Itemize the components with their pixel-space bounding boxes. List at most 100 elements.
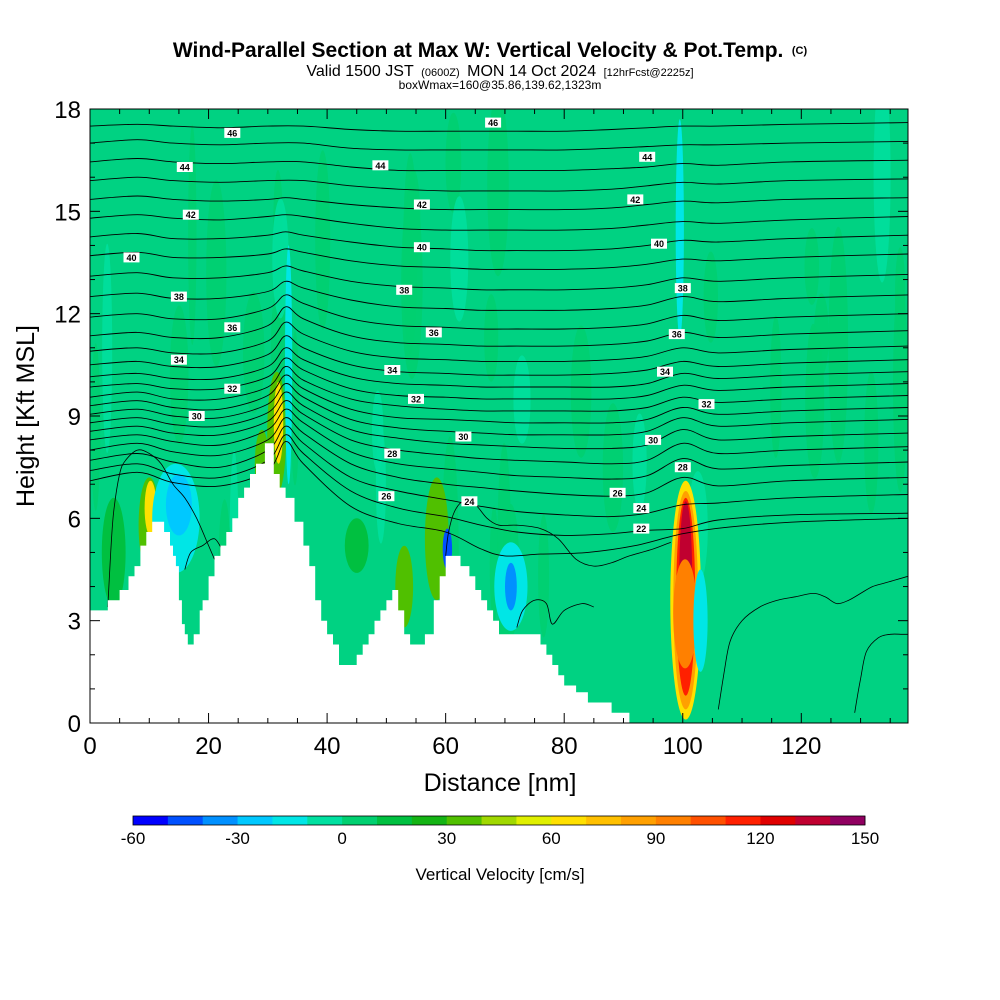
field-streak — [814, 293, 829, 376]
colorbar-label: Vertical Velocity [cm/s] — [415, 865, 584, 884]
svg-text:28: 28 — [678, 463, 688, 473]
contour-label: 24 — [633, 503, 650, 514]
isentrope — [90, 139, 908, 151]
contour-label: 32 — [408, 393, 424, 404]
terrain-profile — [90, 443, 908, 723]
plot-area: 46 46 44 44 44 42 42 42 40 40 40 38 38 38 36 36 36 34 34 34… — [90, 109, 908, 723]
isentrope — [90, 122, 908, 132]
svg-text:36: 36 — [429, 328, 439, 338]
velocity-feature — [101, 497, 126, 607]
colorbar-swatch — [760, 816, 796, 825]
velocity-feature — [285, 245, 293, 485]
colorbar-swatch — [621, 816, 657, 825]
x-tick-label: 0 — [83, 733, 96, 760]
field-streak — [538, 514, 550, 638]
isentrope — [90, 434, 908, 536]
y-tick-label: 15 — [54, 199, 81, 226]
velocity-contour — [107, 449, 215, 608]
svg-text:46: 46 — [227, 128, 237, 138]
svg-text:40: 40 — [126, 253, 136, 263]
contour-label: 40 — [651, 238, 667, 249]
field-streak — [770, 315, 782, 459]
field-streak — [873, 109, 891, 283]
colorbar-swatch — [411, 816, 448, 825]
colorbar-swatch — [516, 816, 552, 825]
colorbar-tick-label: -30 — [225, 829, 250, 848]
velocity-feature-layer — [101, 119, 708, 720]
colorbar-tick-label: 150 — [851, 829, 879, 848]
y-axis-label: Height [Kft MSL] — [12, 325, 40, 507]
colorbar-swatch — [481, 816, 517, 825]
contour-label: 32 — [698, 399, 715, 410]
field-streak — [188, 124, 197, 345]
isentrope — [90, 391, 908, 450]
contour-label: 40 — [123, 252, 140, 263]
velocity-contour — [516, 599, 594, 628]
x-axis: 0 20 40 60 80 100 120 — [83, 109, 891, 760]
contour-label: 24 — [461, 496, 478, 507]
x-axis-label: Distance [nm] — [424, 769, 577, 797]
colorbar-swatch — [167, 816, 204, 825]
y-tick-label: 18 — [54, 97, 81, 124]
svg-text:34: 34 — [660, 367, 670, 377]
colorbar-swatch — [307, 816, 343, 825]
colorbar-tick-label: -60 — [121, 829, 146, 848]
field-streak — [602, 403, 624, 533]
svg-text:40: 40 — [417, 243, 427, 253]
svg-text:32: 32 — [701, 400, 711, 410]
velocity-contour — [854, 633, 908, 713]
svg-text:28: 28 — [387, 449, 397, 459]
isentrope — [90, 158, 908, 172]
contour-label: 44 — [176, 162, 193, 173]
field-streak — [895, 247, 906, 342]
colorbar-swatch — [133, 816, 169, 825]
velocity-contour — [717, 575, 908, 710]
svg-text:36: 36 — [672, 330, 682, 340]
isentrope — [90, 176, 908, 192]
field-streak — [91, 343, 101, 511]
isentrope — [90, 280, 908, 311]
isentrope — [90, 321, 908, 362]
x-tick-label: 40 — [314, 733, 341, 760]
contour-label: 28 — [674, 462, 691, 473]
velocity-feature — [424, 477, 449, 601]
field-streak — [487, 109, 509, 277]
contour-label: 38 — [396, 284, 413, 295]
svg-text:30: 30 — [192, 412, 202, 422]
isentrope — [90, 214, 908, 231]
field-streak — [450, 196, 469, 322]
field-streak — [315, 150, 331, 330]
contour-label: 22 — [633, 523, 650, 534]
field-streak — [513, 355, 531, 444]
colorbar-tick-label: 60 — [542, 829, 561, 848]
contour-label: 28 — [384, 448, 401, 459]
valid-line: Valid 1500 JST (0600Z) MON 14 Oct 2024 [… — [306, 63, 693, 80]
isentrope — [90, 195, 908, 211]
contour-label: 38 — [170, 291, 187, 302]
colorbar-swatch — [690, 816, 726, 825]
colorbar-swatch — [725, 816, 761, 825]
svg-text:36: 36 — [227, 323, 237, 333]
svg-text:34: 34 — [387, 366, 397, 376]
field-streak — [272, 198, 289, 319]
velocity-feature — [273, 381, 284, 464]
field-streak — [570, 325, 592, 458]
velocity-feature — [395, 545, 414, 628]
colorbar: -60 -30 0 30 60 90 120 150 — [121, 815, 879, 848]
colorbar-swatch — [237, 816, 273, 825]
contour-label: 42 — [182, 209, 199, 220]
isentrope — [90, 383, 908, 436]
contour-label: 44 — [372, 160, 389, 171]
colorbar-swatch — [586, 816, 622, 825]
colorbar-swatch — [272, 816, 308, 825]
svg-text:38: 38 — [678, 284, 688, 294]
isentrope — [90, 294, 908, 330]
svg-text:46: 46 — [488, 118, 498, 128]
field-streak — [406, 169, 421, 268]
contour-label: 30 — [188, 411, 205, 422]
contour-label: 36 — [425, 327, 442, 338]
velocity-contour-layer — [107, 449, 908, 713]
svg-text:24: 24 — [464, 497, 474, 507]
svg-text:32: 32 — [227, 384, 237, 394]
